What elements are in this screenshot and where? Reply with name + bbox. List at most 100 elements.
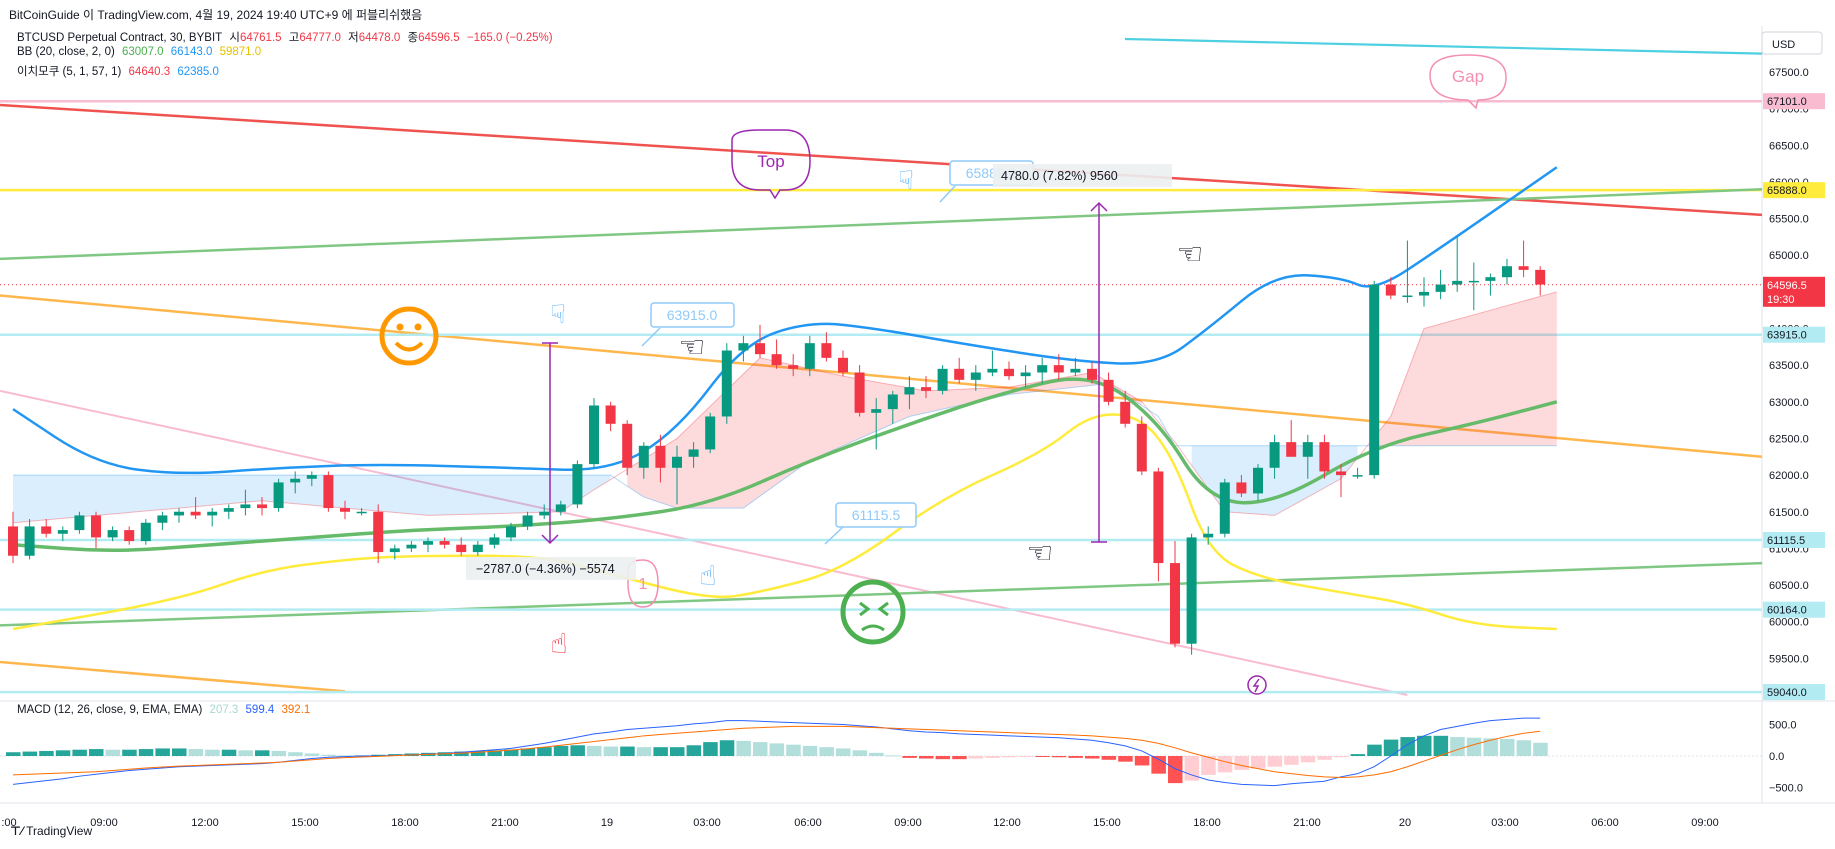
macd-histogram-bar: [172, 748, 187, 756]
macd-histogram-bar: [919, 756, 934, 759]
candle-body: [721, 350, 732, 417]
ichimoku-span-a: [12, 291, 1557, 524]
currency-button[interactable]: USD: [1761, 31, 1823, 55]
one-bubble[interactable]: 1: [627, 559, 659, 608]
macd-histogram-bar: [1201, 756, 1216, 775]
price-tick-label: 67500.0: [1769, 67, 1809, 79]
candle-body: [771, 354, 782, 366]
macd-histogram-bar: [620, 746, 635, 756]
bb-upper-line: [12, 166, 1558, 475]
axis-layer: 67500.067000.066500.066000.065500.065000…: [1, 67, 1825, 829]
ichimoku-legend[interactable]: 이치모쿠 (5, 1, 57, 1) 64640.3 62385.0: [17, 63, 223, 79]
candle-body: [1385, 284, 1396, 296]
candle-body: [1468, 280, 1479, 283]
svg-text:☜: ☜: [1027, 536, 1054, 571]
range-down-measure[interactable]: −2787.0 (−4.36%) −5574: [466, 342, 636, 580]
candle: [223, 504, 234, 520]
symbol-name[interactable]: BTCUSD Perpetual Contract, 30, BYBIT: [17, 32, 223, 44]
macd-signal-line: [12, 725, 1541, 778]
candle: [589, 398, 599, 468]
macd-histogram-bar: [1251, 756, 1266, 769]
price-tag: 59040.0: [1763, 684, 1825, 701]
macd-histogram-bar: [1383, 739, 1399, 756]
macd-histogram-bar: [786, 744, 801, 756]
macd-layer: [0, 717, 1762, 787]
candle: [140, 519, 151, 545]
macd-histogram-bar: [968, 756, 984, 759]
time-tick-label: 03:00: [1491, 817, 1519, 829]
macd-histogram-bar: [736, 740, 751, 756]
gap-bubble[interactable]: Gap: [1429, 54, 1507, 110]
candle: [937, 365, 948, 395]
range-up-measure[interactable]: 4780.0 (7.82%) 9560: [993, 164, 1172, 543]
macd-histogram-bar: [902, 756, 917, 758]
bollinger-layer: [12, 166, 1558, 631]
ichimoku-cloud-segment: [1191, 445, 1358, 516]
candle: [1053, 354, 1064, 380]
macd-histogram-bar: [1300, 756, 1316, 763]
candle: [1136, 416, 1147, 476]
bb-lower-line: [12, 413, 1557, 631]
candle-body: [605, 405, 616, 424]
bb-label: BB (20, close, 2, 0): [17, 46, 115, 58]
macd-histogram-bar: [769, 743, 785, 756]
macd-histogram-bar: [603, 746, 619, 756]
price-tag-bg: [1763, 182, 1825, 199]
macd-histogram-bar: [288, 752, 303, 756]
chart-header: BitCoinGuide 이 TradingView.com, 4월 19, 2…: [0, 0, 1835, 26]
top-bubble[interactable]: Top: [731, 129, 811, 200]
candle-body: [1219, 482, 1230, 534]
candle: [788, 354, 799, 377]
price-tag: 64596.5 19:30: [1763, 276, 1825, 307]
candle-body: [1269, 442, 1280, 468]
candle-body: [1087, 368, 1097, 380]
candle: [456, 537, 467, 556]
candle: [157, 511, 168, 531]
macd-histogram-bar: [753, 742, 768, 756]
hand-pointer-left-icon-2: ☜: [1027, 536, 1054, 571]
tradingview-footer[interactable]: ⊤⁄ TradingView: [10, 824, 92, 838]
price-tag-bg: [1763, 531, 1825, 548]
candle: [1518, 240, 1529, 278]
macd-tick-label: 0.0: [1769, 751, 1784, 763]
macd-tick-label: −500.0: [1769, 783, 1803, 795]
hand-pointer-left-icon-3: ☜: [1177, 237, 1204, 272]
candle: [257, 497, 267, 516]
ohlc-low: 저64478.0: [348, 32, 401, 44]
candle: [240, 489, 251, 516]
hand-pointer-up-icon-2: ☝: [699, 559, 716, 592]
trendline-green-lower: [0, 561, 1763, 627]
range-down-label: −2787.0 (−4.36%) −5574: [476, 562, 615, 576]
bb-legend[interactable]: BB (20, close, 2, 0) 63007.0 66143.0 598…: [17, 46, 265, 58]
candle-body: [1203, 533, 1214, 538]
candle-body: [887, 394, 898, 410]
callout-61115[interactable]: 61115.5: [824, 502, 917, 545]
candle: [323, 471, 334, 512]
lightning-icon[interactable]: [1247, 675, 1267, 695]
candle: [1402, 240, 1413, 303]
candle: [91, 511, 101, 549]
candle: [970, 365, 981, 391]
candle: [1103, 372, 1114, 406]
price-tick-label: 63000.0: [1769, 397, 1809, 409]
macd-histogram-bar: [1483, 738, 1498, 756]
ichimoku-cloud-layer: [12, 291, 1557, 524]
macd-histogram-bar: [1217, 756, 1233, 773]
candle-body: [174, 511, 184, 516]
macd-tick-label: 500.0: [1769, 719, 1797, 731]
candle: [1319, 434, 1330, 479]
candle-body: [506, 526, 516, 538]
svg-text:☝: ☝: [550, 627, 567, 660]
macd-histogram-bar: [221, 749, 237, 756]
macd-histogram-bar: [719, 740, 735, 756]
candle-body: [240, 504, 251, 509]
candle-body: [871, 409, 882, 413]
candle-body: [489, 537, 500, 545]
candle-body: [854, 372, 865, 413]
candle: [738, 335, 749, 362]
price-change: −165.0 (−0.25%): [466, 32, 553, 44]
macd-legend[interactable]: MACD (12, 26, close, 9, EMA, EMA) 207.3 …: [17, 704, 314, 716]
callout-63915[interactable]: 63915.0: [641, 302, 735, 347]
candle-body: [821, 343, 832, 358]
